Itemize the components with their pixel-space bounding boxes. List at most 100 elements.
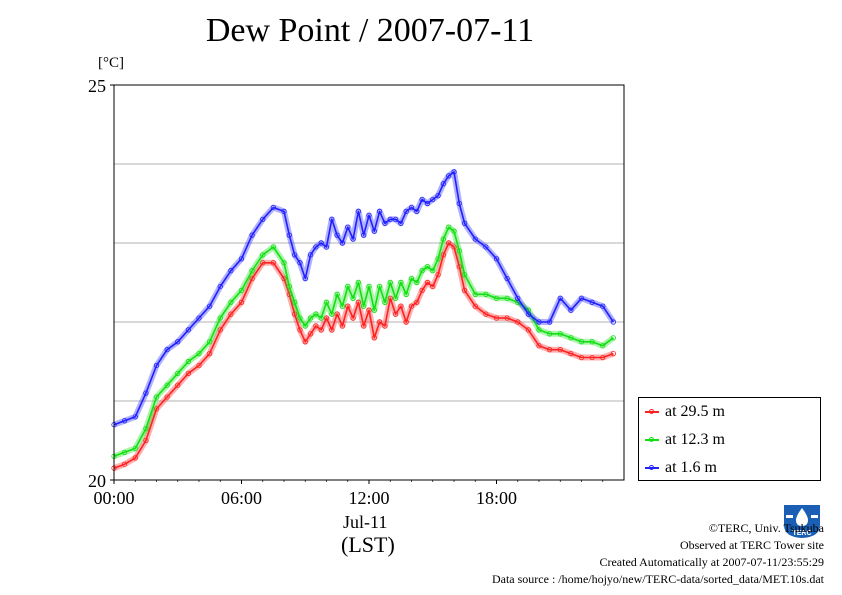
- series-1-point: [355, 279, 361, 286]
- series-1-point: [361, 303, 367, 309]
- series-1-point: [207, 339, 213, 345]
- series-2-point: [339, 240, 346, 246]
- series-2-point: [318, 240, 324, 246]
- legend-swatch-29-5m: [645, 409, 659, 414]
- series-0-point: [440, 252, 446, 258]
- series-1-point: [122, 449, 128, 455]
- series-0-point: [350, 315, 356, 321]
- series-0-point: [536, 343, 542, 349]
- series-1-point: [228, 299, 234, 305]
- series-0-point: [281, 275, 287, 282]
- series-2-point: [313, 244, 319, 250]
- series-2-point: [557, 295, 563, 301]
- series-1-point: [387, 279, 393, 286]
- series-2-point: [207, 303, 213, 309]
- series-0-point: [318, 327, 324, 333]
- series-2-point: [270, 204, 276, 211]
- series-1-point: [472, 291, 478, 297]
- series-1-point: [600, 343, 606, 349]
- series-0-point: [302, 339, 308, 345]
- series-2-point: [366, 212, 372, 218]
- series-0-point: [419, 287, 425, 293]
- series-2-point: [403, 208, 409, 214]
- series-0-point: [339, 323, 346, 329]
- series-2-point: [238, 256, 245, 262]
- series-2-point: [483, 244, 489, 250]
- series-1-point: [339, 303, 346, 309]
- series-0-point: [249, 275, 255, 282]
- series-2-point: [334, 232, 340, 238]
- series-2-point: [430, 196, 436, 203]
- series-0-point: [217, 327, 223, 333]
- series-2-point: [371, 228, 377, 234]
- series-1-point: [132, 445, 138, 451]
- series-2-point: [440, 181, 446, 187]
- x-tick-label-2: 12:00: [348, 488, 389, 508]
- series-0-point: [297, 327, 303, 333]
- series-line-1: [113, 226, 614, 458]
- series-0-point: [153, 406, 160, 412]
- chart-series-layer: [111, 168, 616, 472]
- logo-text: TERC: [792, 530, 811, 537]
- series-0-point: [472, 303, 478, 309]
- x-date-label: Jul-11: [343, 512, 388, 532]
- series-0-point: [392, 311, 399, 317]
- series-1-point: [398, 279, 404, 286]
- series-0-point: [515, 319, 521, 325]
- legend-item-29-5m: at 29.5 m: [645, 401, 725, 423]
- credit-data-source: Data source : /home/hojyo/new/TERC-data/…: [491, 572, 824, 586]
- series-0-point: [408, 303, 415, 309]
- series-0-point: [228, 311, 234, 317]
- series-0-point: [387, 295, 393, 301]
- series-0-point: [132, 455, 138, 461]
- series-2-point: [462, 220, 468, 226]
- series-2-point: [302, 275, 308, 282]
- legend-item-1-6m: at 1.6 m: [645, 457, 717, 479]
- y-tick-label-1: 25: [88, 76, 106, 96]
- legend-item-12-3m: at 12.3 m: [645, 429, 725, 451]
- series-1-point: [143, 426, 149, 432]
- series-2-point: [504, 275, 510, 282]
- series-2-point: [547, 319, 553, 325]
- series-1-point: [377, 283, 383, 290]
- series-0-point: [366, 307, 372, 313]
- series-1-point: [334, 291, 340, 297]
- series-2-point: [249, 232, 255, 238]
- series-2-point: [419, 196, 425, 203]
- series-0-point: [610, 350, 616, 357]
- series-0-point: [483, 311, 489, 317]
- x-tick-label-0: 00:00: [93, 488, 134, 508]
- series-2-point: [446, 173, 452, 179]
- series-0-point: [493, 315, 500, 321]
- series-2-point: [525, 311, 531, 317]
- series-1-point: [568, 335, 574, 341]
- series-0-point: [323, 315, 330, 321]
- series-1-point: [456, 248, 462, 254]
- series-2-point: [329, 216, 335, 222]
- series-1-point: [419, 268, 425, 274]
- series-2-point: [297, 260, 303, 266]
- series-1-point: [403, 291, 409, 297]
- series-0-point: [334, 311, 340, 317]
- series-1-point: [610, 335, 616, 341]
- series-2-point: [292, 252, 298, 258]
- series-0-point: [578, 354, 585, 361]
- series-0-point: [424, 279, 431, 286]
- series-1-point: [366, 283, 372, 290]
- series-0-point: [164, 394, 170, 400]
- series-0-point: [307, 331, 314, 337]
- series-2-point: [361, 232, 367, 238]
- chart-credits: ©TERC, Univ. Tsukuba Observed at TERC To…: [492, 520, 824, 588]
- series-2-point: [408, 204, 415, 211]
- series-1-point: [557, 331, 563, 337]
- series-0-point: [292, 311, 298, 317]
- series-2-point: [132, 414, 138, 420]
- series-2-point: [307, 252, 314, 258]
- series-1-point: [270, 244, 276, 250]
- series-2-point: [281, 208, 287, 214]
- series-0-point: [371, 335, 377, 341]
- y-axis-unit: [°C]: [98, 55, 124, 71]
- series-2-point: [382, 220, 388, 226]
- series-0-point: [462, 287, 468, 293]
